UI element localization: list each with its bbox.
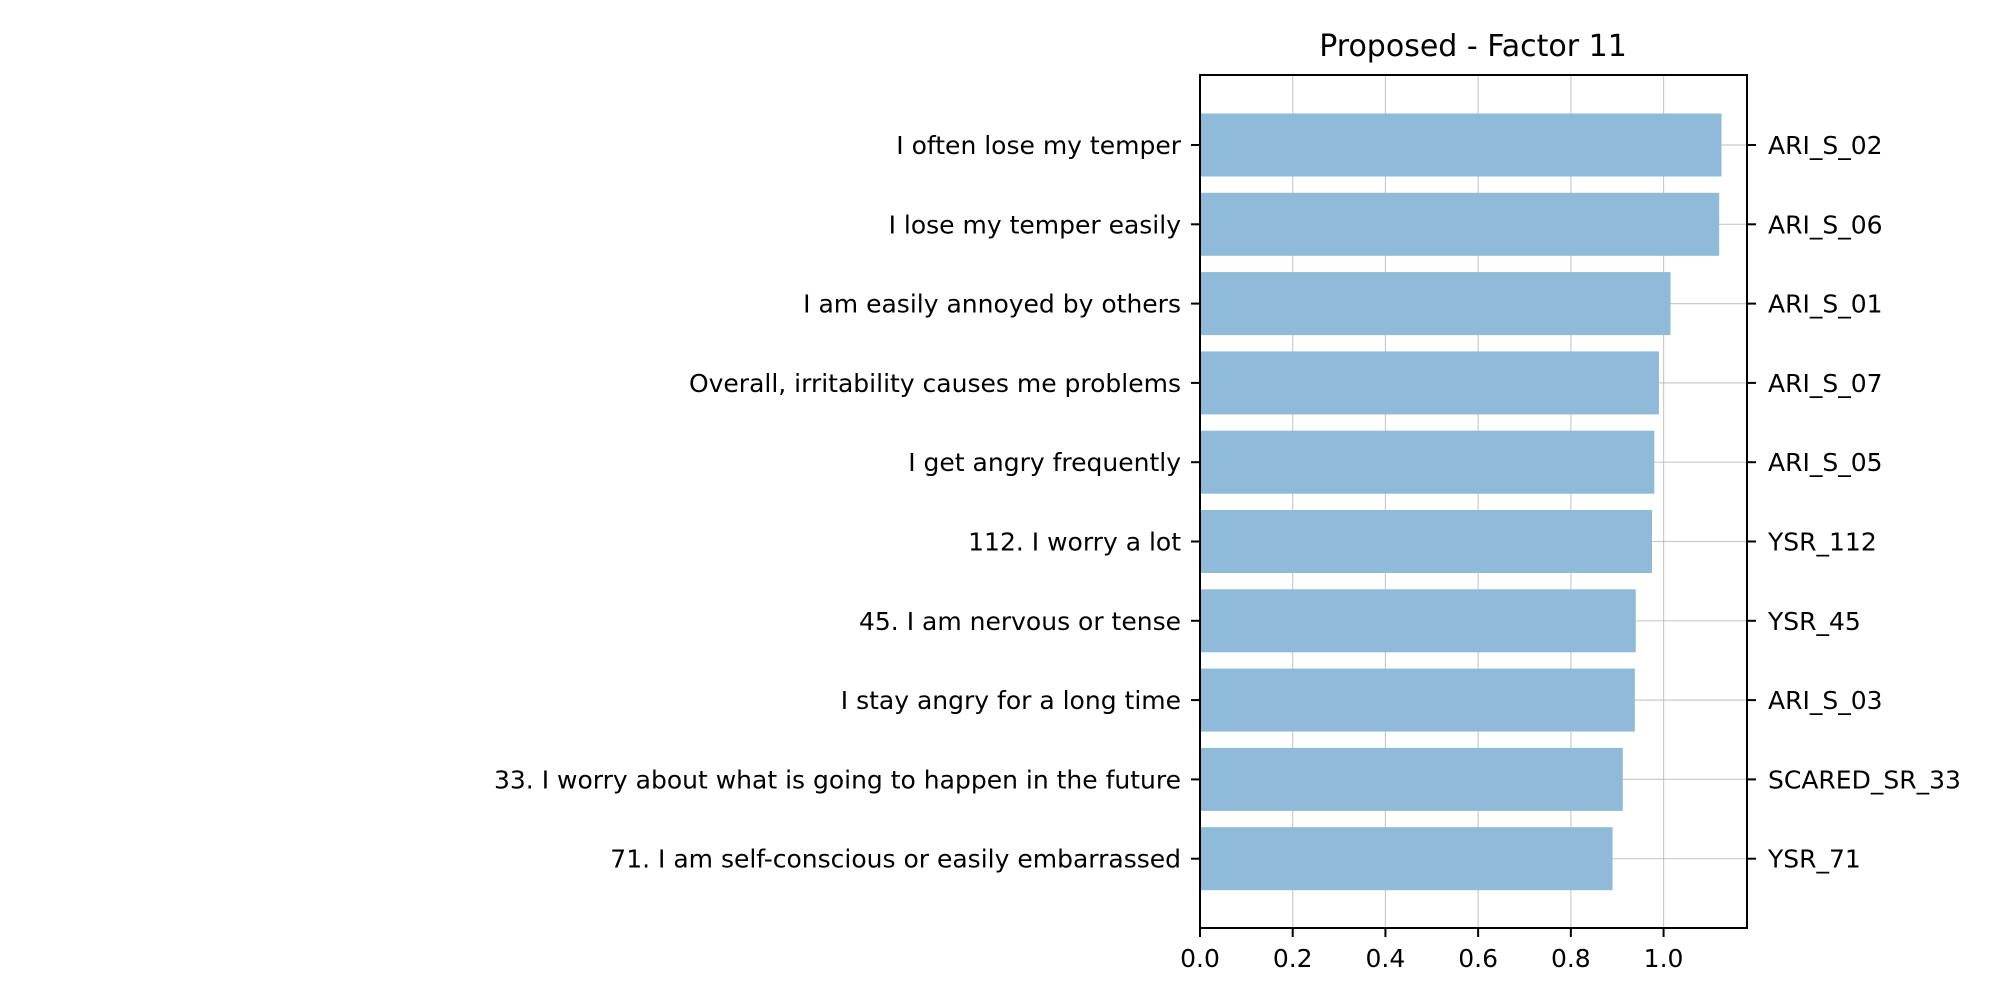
item-code-label: YSR_45	[1767, 607, 1861, 636]
item-code-label: ARI_S_07	[1768, 369, 1883, 398]
bar	[1200, 747, 1623, 811]
item-code-label: ARI_S_05	[1768, 448, 1883, 477]
category-label: I often lose my temper	[896, 131, 1181, 160]
bar	[1200, 192, 1720, 256]
category-label: 71. I am self-conscious or easily embarr…	[610, 845, 1181, 874]
item-code-label: ARI_S_02	[1768, 131, 1883, 160]
item-code-label: YSR_112	[1767, 528, 1877, 557]
bar	[1200, 668, 1635, 732]
category-label: 33. I worry about what is going to happe…	[494, 765, 1181, 794]
x-tick-label: 0.6	[1458, 944, 1498, 973]
bar	[1200, 272, 1671, 336]
bar	[1200, 351, 1659, 415]
x-tick-label: 1.0	[1644, 944, 1684, 973]
plot-frame	[1199, 74, 1748, 929]
item-code-label: ARI_S_06	[1768, 210, 1883, 239]
category-label: Overall, irritability causes me problems	[689, 369, 1181, 398]
item-code-label: ARI_S_01	[1768, 290, 1883, 319]
item-code-label: YSR_71	[1767, 845, 1861, 874]
category-label: I stay angry for a long time	[841, 686, 1181, 715]
category-label: 112. I worry a lot	[968, 528, 1181, 557]
x-tick-label: 0.4	[1366, 944, 1406, 973]
bar	[1200, 589, 1636, 653]
x-tick-label: 0.0	[1180, 944, 1220, 973]
category-label: I lose my temper easily	[889, 210, 1182, 239]
category-label: I am easily annoyed by others	[803, 290, 1181, 319]
bars	[1200, 113, 1722, 891]
category-label: 45. I am nervous or tense	[859, 607, 1181, 636]
x-tick-label: 0.2	[1273, 944, 1313, 973]
item-code-label: ARI_S_03	[1768, 686, 1883, 715]
chart-title: Proposed - Factor 11	[1319, 29, 1627, 64]
bar	[1200, 113, 1722, 177]
axis-ticks: 0.0 0.2 0.4 0.6 0.8 1.0 I often lose my temper…	[494, 131, 1961, 973]
bar	[1200, 430, 1655, 494]
bar	[1200, 827, 1613, 891]
x-tick-label: 0.8	[1551, 944, 1591, 973]
bar	[1200, 510, 1652, 573]
category-label: I get angry frequently	[908, 448, 1181, 477]
item-code-label: SCARED_SR_33	[1768, 765, 1961, 794]
